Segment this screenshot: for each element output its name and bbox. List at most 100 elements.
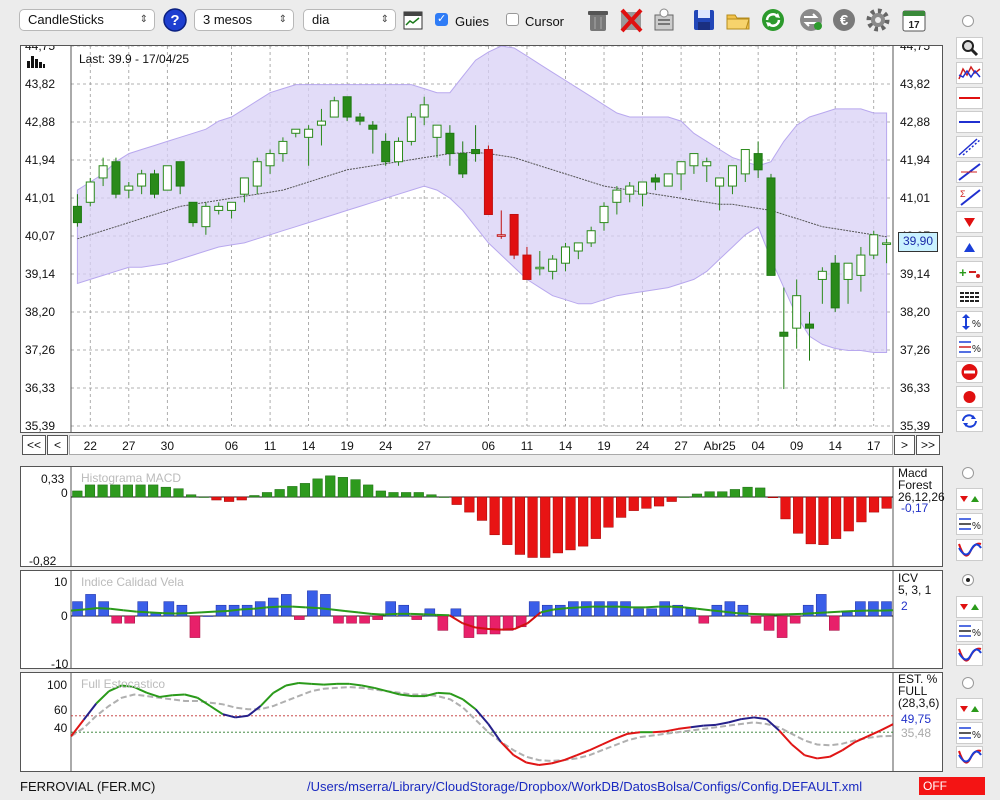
macd-percent-button[interactable]: %: [956, 513, 983, 535]
panel-select-radio-1[interactable]: [962, 15, 974, 27]
stoch-k-segment: [399, 693, 413, 698]
macd-bar: [729, 489, 740, 498]
chart-type-select[interactable]: CandleSticks ⇕: [19, 9, 155, 31]
stochastic-chart: [70, 673, 894, 771]
date-tick-label: 27: [418, 439, 432, 453]
zoom-button[interactable]: [956, 37, 983, 59]
channel-button[interactable]: [956, 136, 983, 158]
panel-select-radio-2[interactable]: [962, 467, 974, 479]
date-tick-label: Abr25: [704, 439, 736, 453]
icv-line-segment: [318, 607, 333, 611]
period-select[interactable]: 3 mesos ⇕: [194, 9, 294, 31]
trendline-button[interactable]: [956, 161, 983, 183]
percent-scale-button[interactable]: %: [956, 311, 983, 333]
sigma-line-button[interactable]: Σ: [956, 186, 983, 208]
candle-body: [394, 140, 404, 163]
icv-bar: [398, 604, 409, 617]
cursor-checkbox[interactable]: [506, 13, 519, 26]
icv-line-segment: [201, 610, 215, 614]
no-entry-button[interactable]: [956, 361, 983, 383]
icv-bar: [424, 608, 436, 617]
guides-checkbox[interactable]: [435, 12, 448, 26]
macd-y-bottom: -0,82: [29, 554, 57, 568]
candle-body: [278, 140, 288, 155]
icv-curve-button[interactable]: [956, 644, 983, 666]
macd-bar: [224, 496, 235, 502]
icv-line-segment: [240, 607, 254, 611]
add-remove-button[interactable]: +: [956, 261, 983, 283]
icv-panel[interactable]: Indice Calidad Vela 10 0 -10 ICV 5, 3, 1…: [20, 570, 943, 671]
icv-bar: [607, 601, 618, 617]
folder-icon[interactable]: [725, 7, 751, 33]
price-y-tick-left: 41,94: [25, 153, 55, 167]
curves-icon: [958, 749, 982, 764]
bar-chart-icon[interactable]: [26, 52, 46, 68]
macd-bar: [375, 490, 386, 498]
stochastic-panel[interactable]: Full Estocastico 100 60 40 EST. % FULL (…: [20, 672, 943, 772]
delete-icon[interactable]: [618, 7, 644, 33]
stoch-k-segment: [677, 726, 691, 730]
trash-icon[interactable]: [585, 7, 611, 33]
stoch-percent-button[interactable]: %: [956, 722, 983, 744]
macd-signal-button[interactable]: [956, 488, 983, 510]
horizontal-red-line-button[interactable]: [956, 87, 983, 109]
refresh-icon[interactable]: [760, 7, 786, 33]
icv-line-segment: [266, 605, 280, 609]
help-icon[interactable]: ?: [162, 7, 188, 33]
macd-curve-button[interactable]: [956, 539, 983, 561]
panel-select-radio-3[interactable]: [962, 574, 974, 586]
icv-bar: [294, 615, 305, 620]
stoch-signal-button[interactable]: [956, 698, 983, 720]
scroll-right-button[interactable]: >: [894, 435, 915, 455]
scroll-far-left-button[interactable]: <<: [22, 435, 46, 455]
status-off-indicator[interactable]: OFF: [919, 777, 985, 795]
gear-icon[interactable]: [865, 7, 891, 33]
grid-lines-button[interactable]: [956, 286, 983, 308]
icv-line-segment: [214, 609, 228, 613]
stoch-curve-button[interactable]: [956, 746, 983, 768]
icv-bar: [189, 615, 201, 638]
sell-signal-button[interactable]: [956, 211, 983, 233]
indicator-button[interactable]: [956, 62, 983, 84]
buy-signal-button[interactable]: [956, 236, 983, 258]
macd-bar: [590, 496, 601, 539]
horizontal-blue-line-button[interactable]: [956, 111, 983, 133]
date-axis[interactable]: 22 27 30 06 11 14 19 24 27 06 11 14 19 24 27 Abr25 04 09 1…: [69, 435, 893, 455]
candle-body: [638, 181, 648, 195]
display-icon[interactable]: [403, 11, 423, 30]
candle-body: [586, 230, 596, 244]
candle-body: [792, 295, 802, 329]
sync-button[interactable]: [956, 410, 983, 432]
save-icon[interactable]: [691, 7, 717, 33]
candle-body: [663, 173, 673, 187]
stoch-k-segment: [146, 691, 160, 698]
transfer-icon[interactable]: [798, 7, 824, 33]
stoch-name-line2: FULL: [898, 684, 928, 698]
candle-body: [188, 201, 198, 224]
date-tick-label: 30: [161, 439, 175, 453]
macd-histogram: [70, 467, 894, 566]
interval-select[interactable]: dia ⇕: [303, 9, 396, 31]
icv-line-segment: [371, 612, 385, 616]
status-config-path[interactable]: /Users/mserra/Library/CloudStorage/Dropb…: [307, 779, 863, 794]
percent-lines-button[interactable]: %: [956, 336, 983, 358]
record-button[interactable]: [956, 386, 983, 408]
stoch-k-segment: [196, 696, 211, 707]
panel-select-radio-4[interactable]: [962, 677, 974, 689]
price-chart-panel[interactable]: 44,75 44,75 43,82 43,82 42,88 42,88 41,94 41,94…: [20, 45, 943, 433]
macd-panel[interactable]: Histograma MACD 0,33 0 -0,82 Macd Forest…: [20, 466, 945, 568]
stoch-k-segment: [526, 761, 540, 766]
stoch-k-segment: [652, 730, 666, 734]
scroll-far-right-button[interactable]: >>: [916, 435, 940, 455]
icv-line-segment: [462, 622, 476, 629]
period-value: 3 mesos: [203, 12, 253, 27]
memo-icon[interactable]: [651, 7, 677, 33]
calendar-icon[interactable]: 17: [901, 7, 927, 33]
scroll-left-button[interactable]: <: [47, 435, 68, 455]
macd-value: -0,17: [901, 501, 929, 515]
candle-body: [548, 258, 558, 272]
icv-signal-button[interactable]: [956, 596, 983, 618]
icv-percent-button[interactable]: %: [956, 620, 983, 642]
euro-icon[interactable]: €: [831, 7, 857, 33]
icv-bar: [620, 601, 631, 617]
